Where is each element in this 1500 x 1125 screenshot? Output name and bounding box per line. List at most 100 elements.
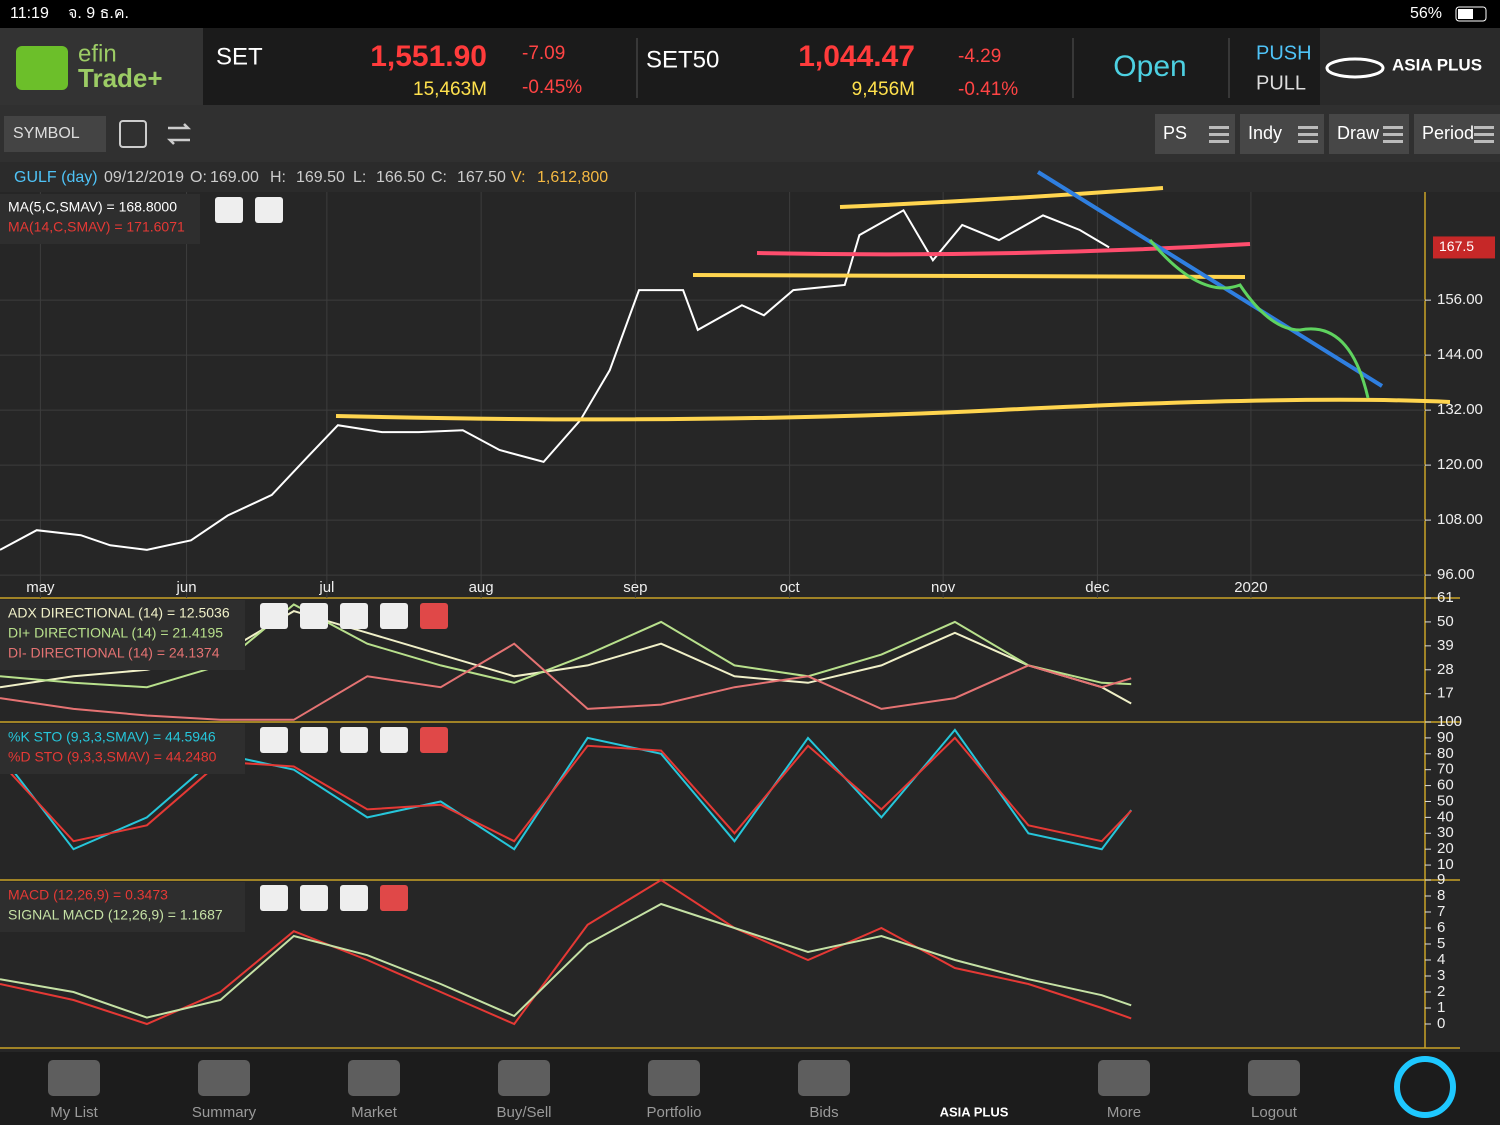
x-tick-label: may [26, 579, 55, 596]
legend-box [0, 194, 200, 244]
close-button[interactable] [380, 885, 408, 911]
menu-icon [1383, 140, 1403, 143]
symbol-input[interactable] [4, 116, 106, 152]
panel-button[interactable] [340, 727, 368, 753]
info-label: C: [431, 169, 447, 186]
y-tick-label: 40 [1437, 808, 1454, 825]
index-change: -4.29 [958, 46, 1001, 67]
nav-icon[interactable] [798, 1060, 850, 1096]
info-date: 09/12/2019 [104, 169, 184, 186]
nav-icon[interactable] [348, 1060, 400, 1096]
y-tick-label: 30 [1437, 824, 1454, 841]
x-tick-label: oct [780, 579, 801, 596]
legend-text: %D STO (9,3,3,SMAV) = 44.2480 [8, 749, 217, 765]
x-tick-label: 2020 [1234, 579, 1267, 596]
y-tick-label: 108.00 [1437, 511, 1483, 528]
nav-label[interactable]: Portfolio [646, 1104, 701, 1121]
drawn-resistance [839, 186, 1164, 209]
legend-text: DI- DIRECTIONAL (14) = 24.1374 [8, 645, 220, 661]
panel-button[interactable] [215, 197, 243, 223]
legend-box [0, 724, 245, 774]
logo-icon [16, 46, 68, 90]
menu-icon [1298, 140, 1318, 143]
nav-icon[interactable] [48, 1060, 100, 1096]
indicator-line [0, 902, 1132, 1019]
index-percent: -0.45% [522, 77, 582, 98]
legend-text: MA(14,C,SMAV) = 171.6071 [8, 219, 185, 235]
y-tick-label: 2 [1437, 983, 1445, 1000]
y-tick-label: 39 [1437, 637, 1454, 654]
nav-icon[interactable] [498, 1060, 550, 1096]
y-tick-label: 8 [1437, 887, 1445, 904]
panel-button[interactable] [380, 727, 408, 753]
y-tick-label: 120.00 [1437, 456, 1483, 473]
panel-button[interactable] [255, 197, 283, 223]
panel-button[interactable] [260, 885, 288, 911]
drawn-line [692, 273, 1246, 279]
x-tick-label: aug [469, 579, 494, 596]
nav-icon[interactable] [198, 1060, 250, 1096]
y-tick-label: 60 [1437, 777, 1454, 794]
legend-text: ADX DIRECTIONAL (14) = 12.5036 [8, 605, 230, 621]
panel-button[interactable] [300, 885, 328, 911]
push[interactable]: PUSH [1256, 42, 1312, 64]
close-button[interactable] [420, 727, 448, 753]
close-button[interactable] [420, 603, 448, 629]
y-tick-label: 96.00 [1437, 566, 1475, 583]
toolbar-button-label: Period [1422, 123, 1474, 143]
index-volume: 9,456M [852, 79, 915, 100]
header [0, 28, 1500, 105]
date: จ. 9 ธ.ค. [68, 5, 129, 22]
y-tick-label: 10 [1437, 856, 1454, 873]
x-tick-label: sep [623, 579, 647, 596]
logo-bottom: Trade+ [78, 63, 163, 93]
nav-label[interactable]: Bids [809, 1104, 838, 1121]
panel-button[interactable] [300, 727, 328, 753]
menu-icon [1209, 140, 1229, 143]
y-tick-label: 70 [1437, 761, 1454, 778]
home-button[interactable] [1394, 1056, 1456, 1118]
nav-label[interactable]: My List [50, 1104, 98, 1121]
nav-label[interactable]: Summary [192, 1104, 257, 1121]
nav-icon[interactable] [1248, 1060, 1300, 1096]
y-tick-label: 144.00 [1437, 346, 1483, 363]
nav-label[interactable]: More [1107, 1104, 1141, 1121]
y-tick-label: 3 [1437, 967, 1445, 984]
panel-button[interactable] [300, 603, 328, 629]
panel-button[interactable] [340, 885, 368, 911]
info-label: V: [511, 169, 526, 186]
nav-label[interactable]: ASIA PLUS [940, 1104, 1009, 1119]
nav-label[interactable]: Buy/Sell [496, 1104, 551, 1121]
info-open: 169.00 [210, 169, 259, 186]
panel-button[interactable] [260, 727, 288, 753]
nav-icon[interactable] [648, 1060, 700, 1096]
nav-label[interactable]: Logout [1251, 1104, 1298, 1121]
nav-label[interactable]: Market [351, 1104, 398, 1121]
panel-button[interactable] [380, 603, 408, 629]
time: 11:19 [10, 5, 49, 22]
nav-icon[interactable] [1098, 1060, 1150, 1096]
symbol-placeholder: SYMBOL [13, 125, 80, 142]
y-tick-label: 156.00 [1437, 291, 1483, 308]
index-volume: 15,463M [413, 79, 487, 100]
broker: ASIA PLUS [1392, 55, 1482, 74]
panel-button[interactable] [260, 603, 288, 629]
pull[interactable]: PULL [1256, 72, 1306, 94]
x-tick-label: nov [931, 579, 956, 596]
drawn-line [756, 242, 1251, 257]
info-volume: 1,612,800 [537, 169, 608, 186]
menu-icon [1383, 133, 1403, 136]
market-status: Open [1113, 50, 1186, 83]
indicator-line [0, 736, 1132, 843]
calendar-icon[interactable] [119, 120, 147, 148]
toolbar-button-label: Draw [1337, 123, 1380, 143]
x-tick-label: jun [176, 579, 197, 596]
refresh-icon[interactable] [166, 123, 192, 145]
panel-button[interactable] [340, 603, 368, 629]
last-price-label: 167.5 [1439, 238, 1474, 254]
menu-icon [1209, 126, 1229, 129]
index-value: 1,044.47 [798, 40, 915, 73]
info-label: L: [353, 169, 366, 186]
info-bar [0, 162, 1500, 192]
